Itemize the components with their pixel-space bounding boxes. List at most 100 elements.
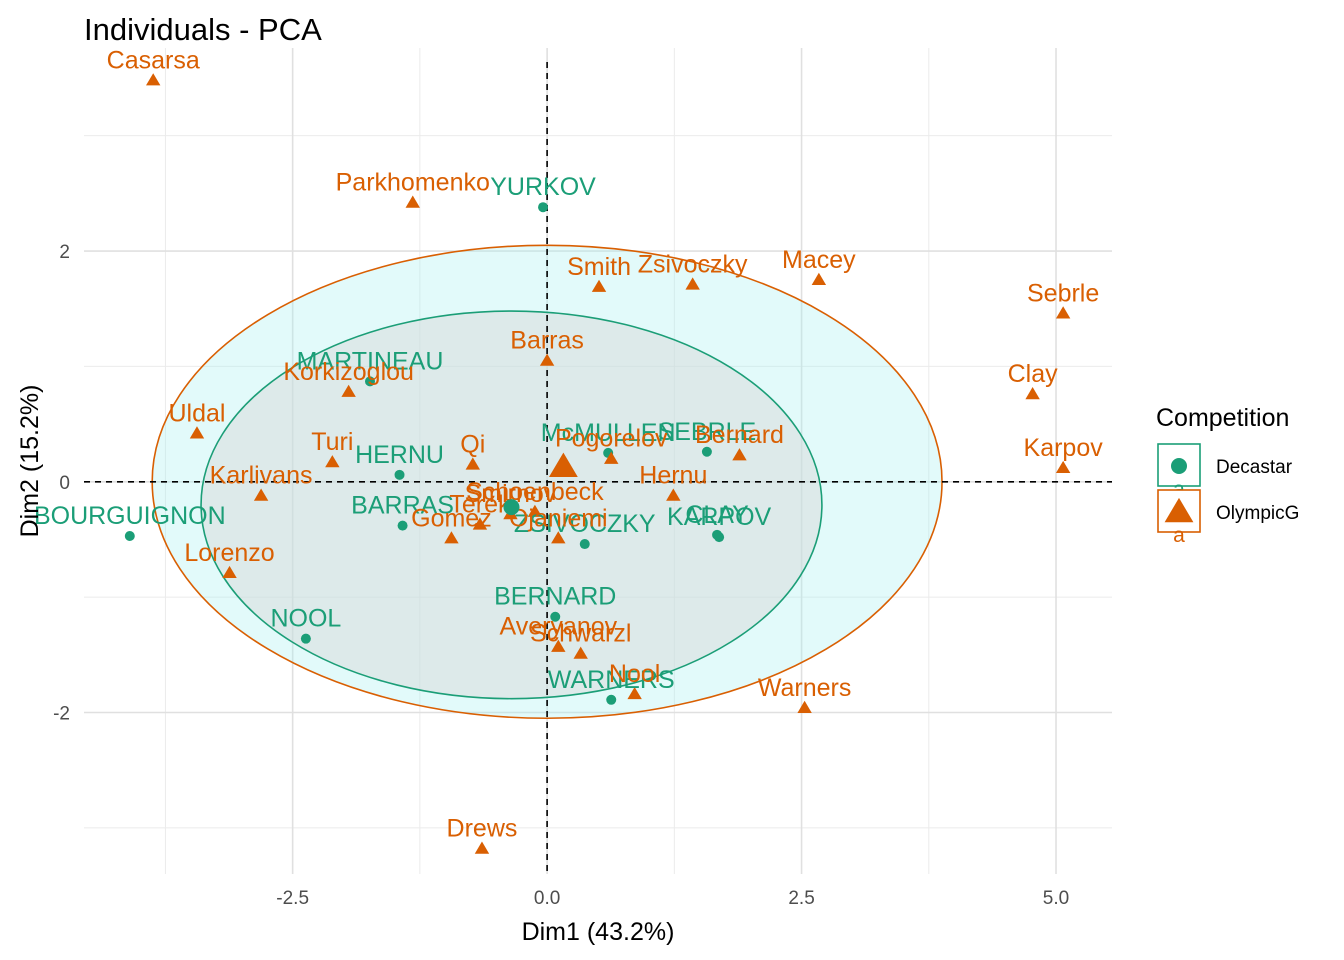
point-qi bbox=[465, 457, 481, 470]
y-tick-label: 0 bbox=[59, 473, 70, 494]
point-karlivans bbox=[253, 488, 269, 501]
label-uldal: Uldal bbox=[168, 399, 225, 427]
point-smith bbox=[591, 279, 607, 292]
y-axis-title: Dim2 (15.2%) bbox=[16, 385, 44, 538]
label-hernu: HERNU bbox=[355, 441, 444, 469]
label-clay: Clay bbox=[1008, 360, 1059, 388]
y-tick-label: 2 bbox=[59, 242, 70, 263]
x-tick-label: -2.5 bbox=[276, 888, 309, 909]
label-bernard: Bernard bbox=[695, 421, 784, 449]
label-turi: Turi bbox=[311, 428, 353, 456]
point-warners bbox=[606, 694, 617, 705]
point-zsivoczky bbox=[685, 277, 700, 290]
point-sebrle bbox=[1055, 306, 1071, 319]
chart-title: Individuals - PCA bbox=[84, 12, 322, 47]
point-bernard bbox=[550, 611, 561, 622]
label-clay: CLAY bbox=[685, 501, 749, 529]
label-martineau: MARTINEAU bbox=[297, 347, 444, 375]
grid-lines bbox=[84, 48, 1112, 874]
label-drews: Drews bbox=[447, 815, 518, 843]
x-tick-label: 0.0 bbox=[534, 888, 560, 909]
point-pogorelov bbox=[604, 451, 619, 464]
point-schoenbeck bbox=[527, 504, 543, 517]
point-karpov bbox=[1055, 460, 1071, 474]
label-nool: NOOL bbox=[270, 605, 341, 633]
x-tick-label: 5.0 bbox=[1043, 888, 1069, 909]
legend-title: Competition bbox=[1156, 404, 1289, 432]
point-uldal bbox=[189, 426, 205, 439]
legend-key-marker-triangle bbox=[1164, 497, 1194, 523]
label-karpov: KARPOV bbox=[667, 503, 772, 531]
label-sebrle: SEBRLE bbox=[658, 418, 757, 446]
point-casarsa bbox=[146, 73, 161, 86]
point-bernard bbox=[732, 448, 747, 461]
label-smith: Smith bbox=[567, 253, 631, 281]
legend-label-decastar: Decastar bbox=[1216, 457, 1293, 478]
point-clay bbox=[1025, 387, 1040, 400]
x-tick-label: 2.5 bbox=[788, 888, 814, 909]
y-tick-label: -2 bbox=[53, 703, 70, 724]
point-korkizoglou bbox=[341, 384, 356, 397]
point-terek bbox=[472, 517, 488, 530]
label-warners: WARNERS bbox=[548, 666, 675, 694]
label-terek: Terek bbox=[449, 490, 511, 518]
legend-key-text-glyph: a bbox=[1173, 524, 1185, 547]
label-mcmullen: McMULLEN bbox=[541, 419, 676, 447]
point-drews bbox=[474, 841, 490, 854]
label-bernard: BERNARD bbox=[494, 583, 616, 611]
label-macey: Macey bbox=[782, 246, 856, 274]
point-schwarzl bbox=[573, 646, 588, 659]
point-hernu bbox=[394, 469, 405, 480]
label-lorenzo: Lorenzo bbox=[184, 539, 274, 567]
label-ojaniemi: Ojaniemi bbox=[509, 504, 608, 532]
point-zsivoczky bbox=[579, 539, 590, 550]
point-hernu bbox=[666, 488, 681, 501]
label-gomez: Gomez bbox=[411, 504, 492, 532]
legend: CompetitionaDecastaraOlympicG bbox=[1156, 404, 1299, 547]
label-hernu: Hernu bbox=[639, 462, 707, 490]
label-karlivans: Karlivans bbox=[210, 462, 313, 490]
label-barras: Barras bbox=[510, 327, 584, 355]
point-lorenzo bbox=[222, 565, 237, 579]
label-barras: BARRAS bbox=[351, 492, 454, 520]
label-sebrle: Sebrle bbox=[1027, 279, 1099, 307]
centroid-olympicg bbox=[548, 452, 578, 478]
point-yurkov bbox=[538, 202, 549, 213]
label-zsivoczky: ZSIVOCZKY bbox=[514, 510, 656, 538]
legend-label-olympicg: OlympicG bbox=[1216, 503, 1299, 524]
point-nool bbox=[627, 686, 642, 700]
point-karpov bbox=[714, 532, 725, 543]
point-turi bbox=[325, 455, 340, 468]
label-schwarzl: Schwarzl bbox=[530, 620, 631, 648]
centroid-decastar bbox=[503, 499, 520, 516]
point-martineau bbox=[365, 376, 376, 387]
x-axis-title: Dim1 (43.2%) bbox=[522, 918, 675, 946]
point-ojaniemi bbox=[551, 531, 566, 544]
label-parkhomenko: Parkhomenko bbox=[336, 169, 490, 197]
point-averyanov bbox=[551, 639, 566, 652]
axis-ticks: -2.5 0.0 2.5 5.0 -2 0 2 bbox=[53, 242, 1069, 909]
point-warners bbox=[797, 700, 812, 714]
label-zsivoczky: Zsivoczky bbox=[638, 250, 748, 278]
label-casarsa: Casarsa bbox=[107, 46, 200, 74]
label-warners: Warners bbox=[758, 674, 852, 702]
label-averyanov: Averyanov bbox=[499, 613, 617, 641]
point-gomez bbox=[444, 531, 459, 544]
group-centroids bbox=[503, 452, 578, 516]
point-barras bbox=[397, 520, 408, 531]
label-qi: Qi bbox=[460, 430, 485, 458]
label-schoenbeck: Schoenbeck bbox=[466, 478, 604, 506]
label-nool: Nool bbox=[609, 660, 660, 688]
data-points bbox=[124, 73, 1071, 854]
point-labels: YURKOV MARTINEAU HERNU BARRAS BOURGUIGNON NOO… bbox=[34, 46, 1103, 842]
label-karpov: Karpov bbox=[1024, 434, 1104, 462]
label-korkizoglou: Korkizoglou bbox=[283, 358, 414, 386]
point-sebrle bbox=[701, 446, 712, 457]
point-macey bbox=[811, 272, 827, 286]
label-pogorelov: Pogorelov bbox=[555, 425, 668, 453]
label-bourguignon: BOURGUIGNON bbox=[34, 502, 226, 530]
point-barras bbox=[539, 353, 555, 366]
point-bourguignon bbox=[124, 530, 135, 541]
point-nool bbox=[300, 633, 311, 644]
